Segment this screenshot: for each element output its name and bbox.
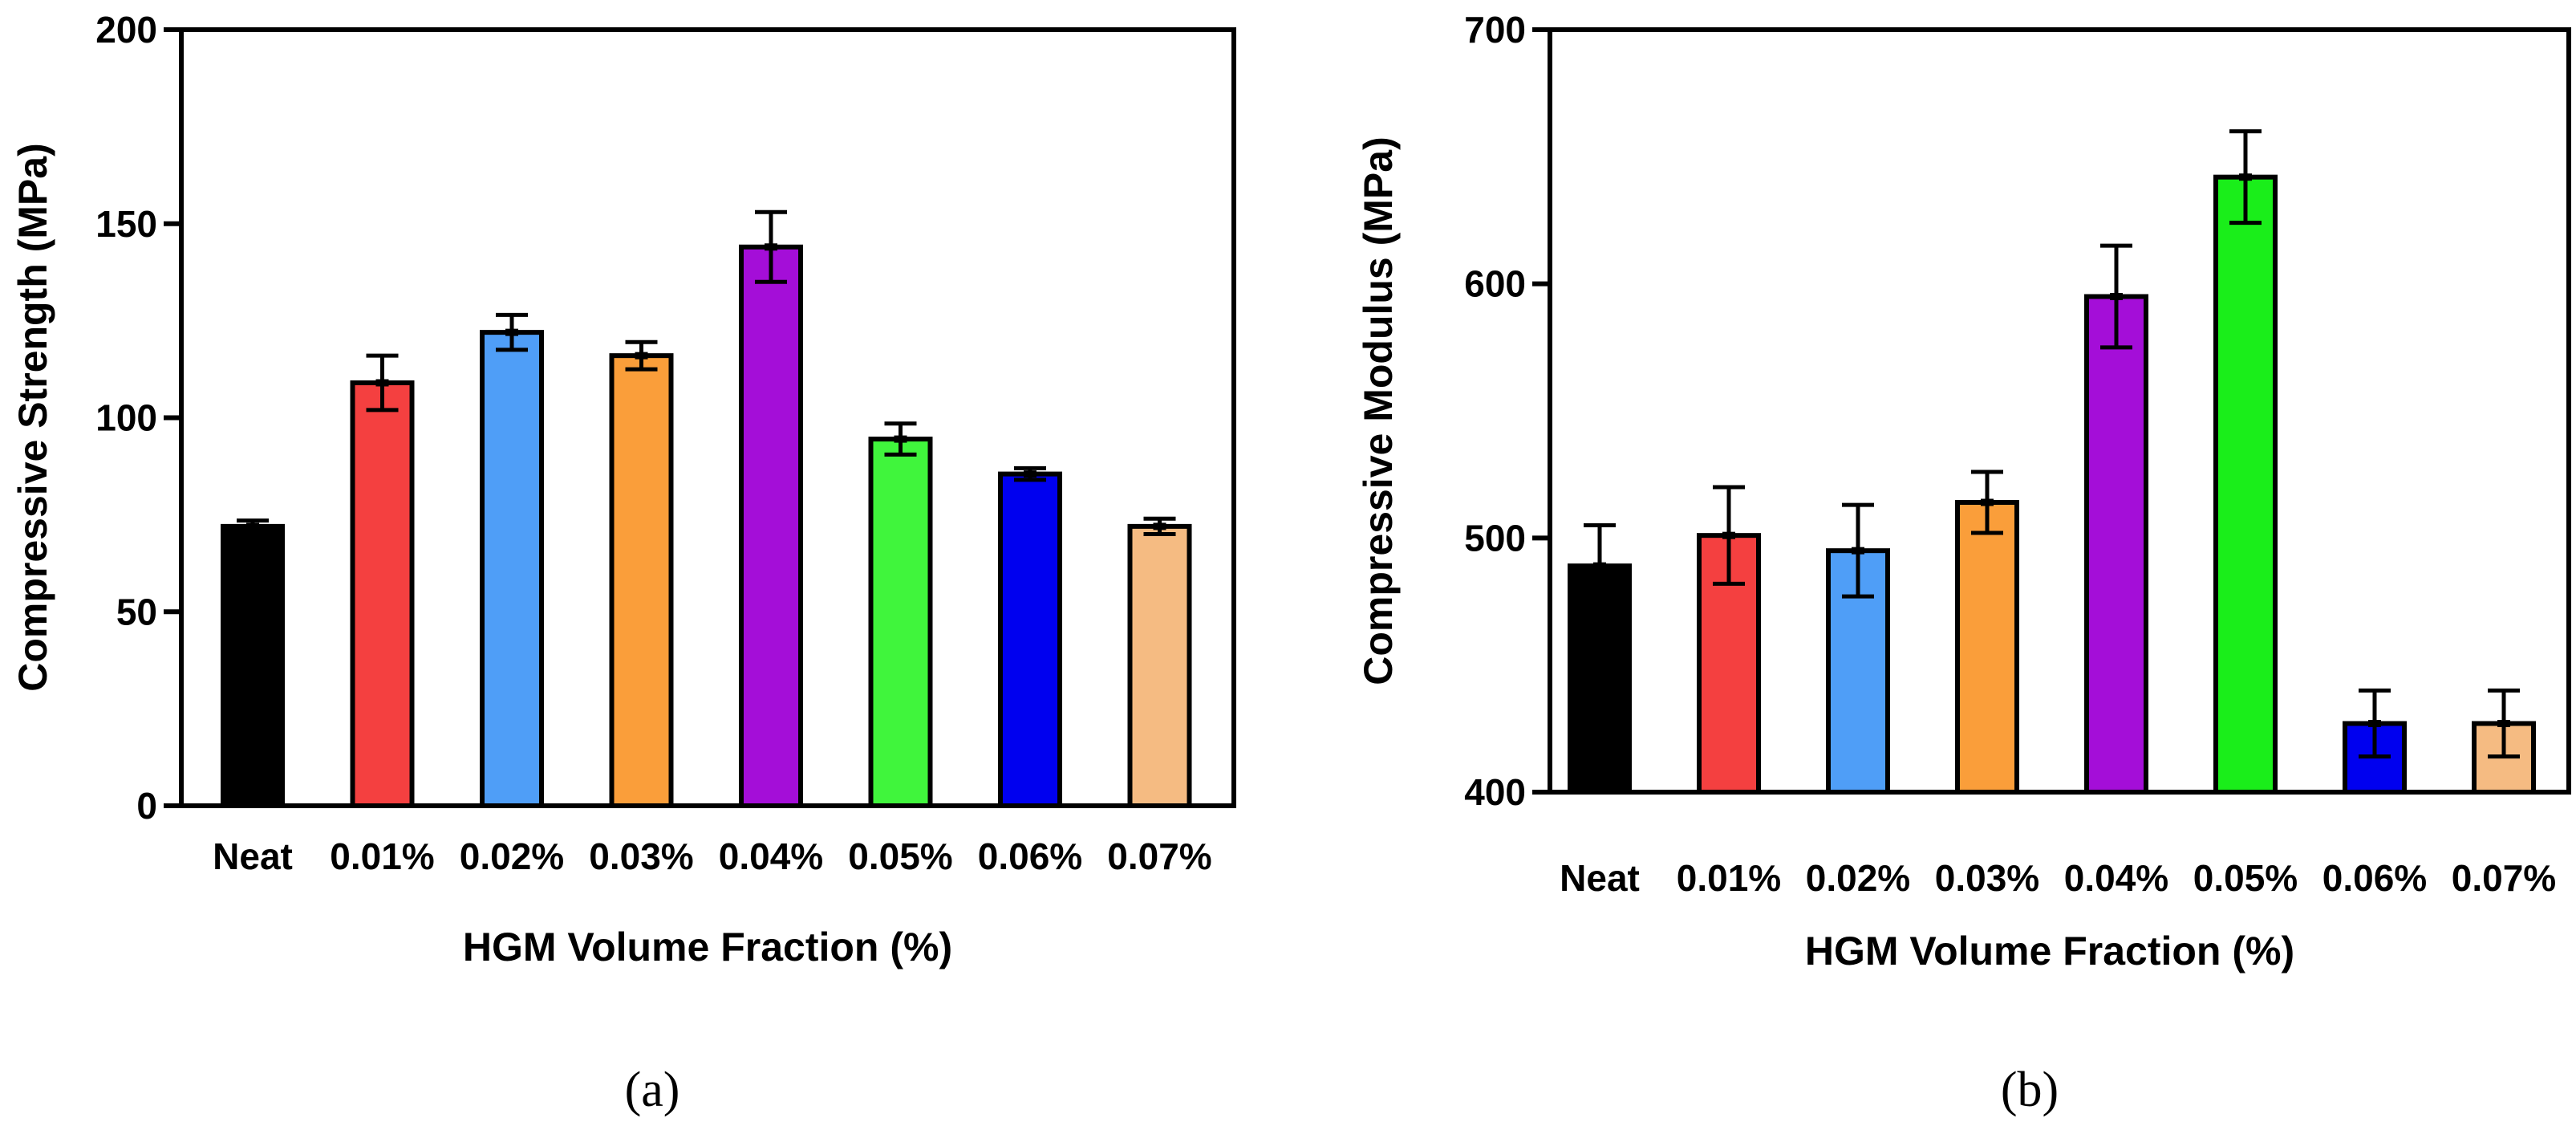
y-tick-label-b-2: 600: [1464, 263, 1526, 305]
error-bar-b-1: [1713, 485, 1745, 586]
y-tick-label-b-0: 400: [1464, 771, 1526, 813]
error-bar-b-6: [2359, 688, 2391, 759]
y-tick-label-a-4: 200: [95, 9, 157, 51]
panel-b: 400 500 600 700 Neat 0.01% 0.02% 0.03% 0.04% 0.0…: [1356, 9, 2571, 1117]
error-bar-a-2: [496, 312, 528, 352]
bar-b-5: [2213, 174, 2278, 795]
y-tick-label-a-0: 0: [136, 785, 157, 827]
y-axis-ticks-b: 400 500 600 700: [1464, 9, 1550, 813]
error-bar-a-3: [625, 339, 658, 372]
error-bar-b-2: [1842, 502, 1874, 599]
y-axis-title-b: Compressive Modulus (MPa): [1356, 136, 1401, 685]
x-tick-label-b-1: 0.01%: [1677, 857, 1781, 899]
bar-a-6: [998, 471, 1062, 808]
x-axis-ticks-a: Neat 0.01% 0.02% 0.03% 0.04% 0.05% 0.06% 0.07%: [213, 835, 1212, 877]
error-bar-a-1: [366, 353, 399, 413]
bars-b: [1568, 129, 2536, 795]
x-tick-label-b-0: Neat: [1560, 857, 1640, 899]
x-tick-label-b-5: 0.05%: [2193, 857, 2298, 899]
y-tick-label-a-3: 150: [95, 203, 157, 245]
x-tick-label-b-2: 0.02%: [1806, 857, 1910, 899]
panel-a: 0 50 100 150 200 Neat 0.01% 0.02% 0.03% 0.04% 0.0…: [10, 9, 1236, 1117]
y-tick-label-b-1: 500: [1464, 517, 1526, 559]
panel-label-b: (b): [2001, 1063, 2059, 1117]
x-tick-label-a-1: 0.01%: [330, 835, 434, 877]
x-axis-ticks-b: Neat 0.01% 0.02% 0.03% 0.04% 0.05% 0.06% 0.07%: [1560, 857, 2556, 899]
error-bar-b-4: [2100, 243, 2132, 350]
plot-frame-b: [1548, 27, 2571, 795]
plot-frame-a: [179, 27, 1236, 808]
error-bar-b-5: [2229, 129, 2262, 226]
x-tick-label-a-5: 0.05%: [848, 835, 952, 877]
bar-a-4: [739, 244, 803, 808]
bar-a-5: [868, 437, 933, 809]
error-bar-a-5: [884, 421, 917, 457]
error-bar-a-7: [1143, 516, 1176, 537]
y-axis-ticks-a: 0 50 100 150 200: [95, 9, 181, 827]
bar-b-4: [2084, 294, 2148, 795]
x-axis-title-b: HGM Volume Fraction (%): [1805, 929, 2294, 974]
panel-label-a: (a): [625, 1063, 680, 1117]
bar-a-3: [609, 353, 674, 808]
y-axis-title-a: Compressive Strength (MPa): [10, 143, 55, 691]
bar-a-7: [1127, 523, 1192, 808]
error-bar-a-6: [1014, 465, 1046, 482]
y-tick-label-a-1: 50: [116, 591, 157, 632]
error-bar-b-7: [2488, 688, 2520, 759]
error-bar-b-0: [1584, 523, 1616, 609]
x-tick-label-b-3: 0.03%: [1935, 857, 2039, 899]
x-tick-label-a-7: 0.07%: [1107, 835, 1211, 877]
x-axis-title-a: HGM Volume Fraction (%): [463, 925, 952, 969]
x-tick-label-b-6: 0.06%: [2322, 857, 2427, 899]
x-tick-label-a-4: 0.04%: [719, 835, 823, 877]
error-bar-b-3: [1971, 469, 2003, 535]
bar-a-0: [221, 523, 285, 808]
y-tick-label-b-3: 700: [1464, 9, 1526, 51]
error-bar-a-4: [755, 209, 787, 284]
bar-b-3: [1955, 500, 2019, 795]
x-tick-label-b-7: 0.07%: [2452, 857, 2556, 899]
x-tick-label-a-3: 0.03%: [589, 835, 693, 877]
x-tick-label-a-6: 0.06%: [978, 835, 1082, 877]
x-tick-label-b-4: 0.04%: [2064, 857, 2168, 899]
error-bar-a-0: [237, 518, 269, 535]
y-tick-label-a-2: 100: [95, 397, 157, 439]
bar-a-2: [480, 330, 544, 808]
bar-a-1: [350, 380, 415, 808]
x-tick-label-a-2: 0.02%: [460, 835, 564, 877]
bars-a: [221, 209, 1192, 809]
x-tick-label-a-0: Neat: [213, 835, 293, 877]
